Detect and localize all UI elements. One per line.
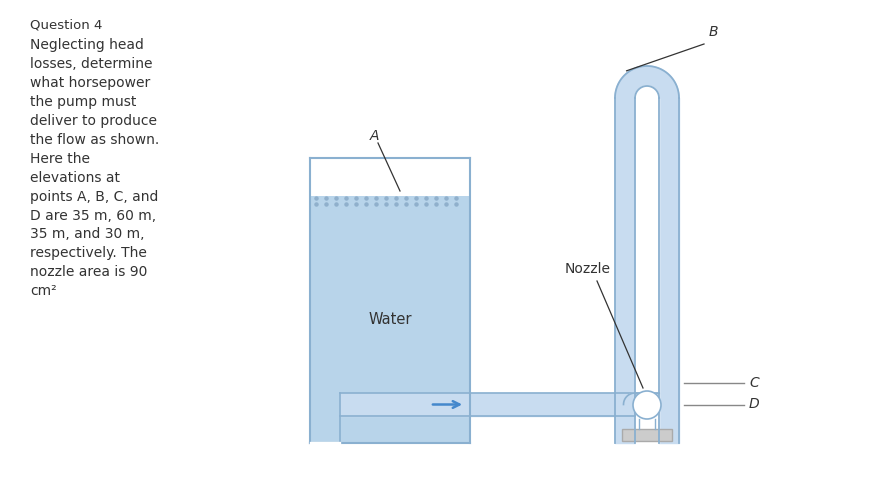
Text: B: B <box>709 25 719 39</box>
Text: Question 4: Question 4 <box>30 18 103 31</box>
Text: C: C <box>749 376 758 390</box>
Text: Nozzle: Nozzle <box>565 262 611 276</box>
Polygon shape <box>615 66 679 98</box>
Bar <box>310 158 470 196</box>
Polygon shape <box>624 393 647 405</box>
Text: Water: Water <box>368 312 412 327</box>
Text: Neglecting head
losses, determine
what horsepower
the pump must
deliver to produ: Neglecting head losses, determine what h… <box>30 38 159 298</box>
Circle shape <box>633 391 661 419</box>
Text: D: D <box>749 398 759 411</box>
Text: A: A <box>370 129 380 143</box>
Polygon shape <box>635 86 659 98</box>
Bar <box>310 196 470 443</box>
Bar <box>622 429 672 441</box>
